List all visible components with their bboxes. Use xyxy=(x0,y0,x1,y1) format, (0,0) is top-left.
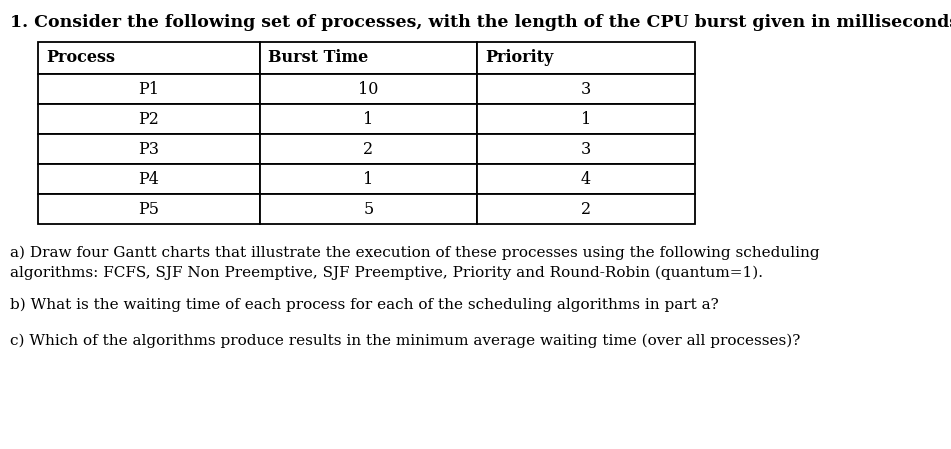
Bar xyxy=(477,104,695,134)
Text: P1: P1 xyxy=(139,80,160,97)
Bar xyxy=(477,164,695,194)
Text: P3: P3 xyxy=(139,141,160,158)
Bar xyxy=(260,104,477,134)
Bar xyxy=(260,134,477,164)
Bar xyxy=(477,194,695,224)
Text: 1: 1 xyxy=(363,110,374,128)
Bar xyxy=(38,74,260,104)
Bar xyxy=(260,194,477,224)
Text: P2: P2 xyxy=(139,110,160,128)
Text: a) Draw four Gantt charts that illustrate the execution of these processes using: a) Draw four Gantt charts that illustrat… xyxy=(10,246,820,260)
Text: algorithms: FCFS, SJF Non Preemptive, SJF Preemptive, Priority and Round-Robin (: algorithms: FCFS, SJF Non Preemptive, SJ… xyxy=(10,266,763,280)
Text: 2: 2 xyxy=(581,201,592,217)
Bar xyxy=(38,42,260,74)
Bar xyxy=(260,164,477,194)
Text: P4: P4 xyxy=(139,171,160,188)
Bar xyxy=(477,42,695,74)
Text: c) Which of the algorithms produce results in the minimum average waiting time (: c) Which of the algorithms produce resul… xyxy=(10,334,801,348)
Bar xyxy=(38,134,260,164)
Bar xyxy=(260,74,477,104)
Bar xyxy=(38,194,260,224)
Text: P5: P5 xyxy=(139,201,160,217)
Text: 10: 10 xyxy=(359,80,378,97)
Text: Priority: Priority xyxy=(485,49,553,66)
Text: b) What is the waiting time of each process for each of the scheduling algorithm: b) What is the waiting time of each proc… xyxy=(10,298,719,313)
Text: 5: 5 xyxy=(363,201,374,217)
Bar xyxy=(260,42,477,74)
Text: 2: 2 xyxy=(363,141,374,158)
Text: 4: 4 xyxy=(581,171,592,188)
Text: 1: 1 xyxy=(363,171,374,188)
Text: 3: 3 xyxy=(581,80,592,97)
Text: Burst Time: Burst Time xyxy=(268,49,368,66)
Bar xyxy=(38,164,260,194)
Bar xyxy=(477,134,695,164)
Bar xyxy=(38,104,260,134)
Bar xyxy=(477,74,695,104)
Text: Process: Process xyxy=(46,49,115,66)
Text: 1: 1 xyxy=(581,110,592,128)
Text: 1. Consider the following set of processes, with the length of the CPU burst giv: 1. Consider the following set of process… xyxy=(10,14,951,31)
Text: 3: 3 xyxy=(581,141,592,158)
